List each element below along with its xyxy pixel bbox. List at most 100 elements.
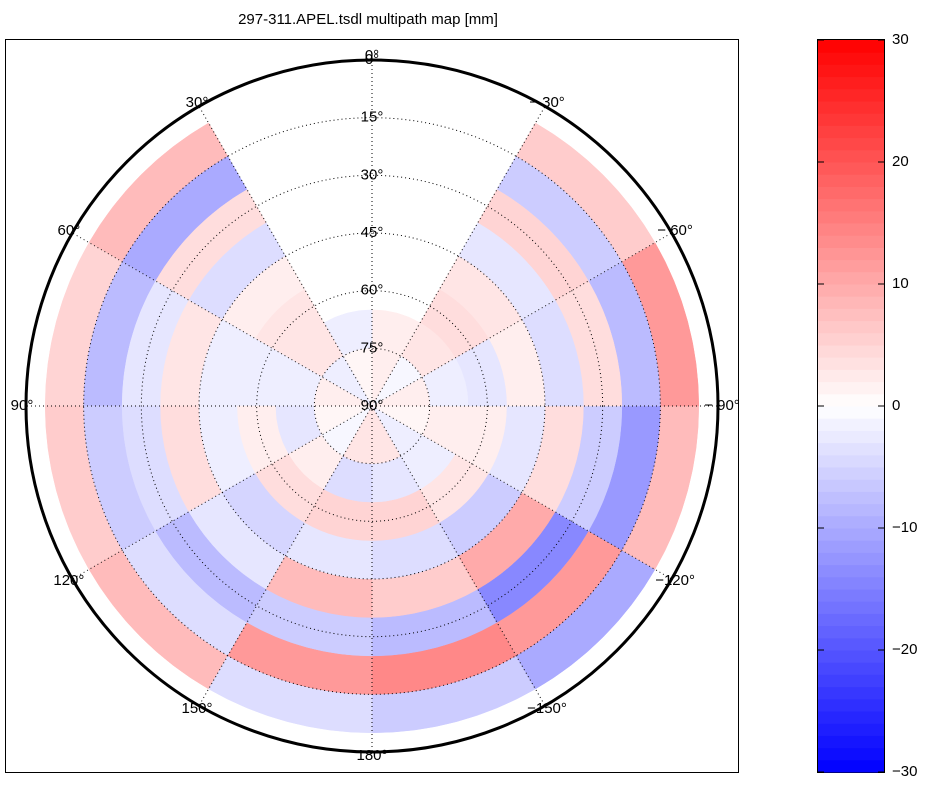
colorbar-swatch — [818, 259, 884, 273]
r-tick-label: 30° — [361, 166, 384, 183]
colorbar-swatch — [818, 601, 884, 614]
colorbar-swatch — [818, 174, 884, 187]
colorbar-swatch — [818, 540, 884, 553]
colorbar-swatch — [818, 101, 884, 114]
grid-spoke — [198, 405, 373, 706]
grid-spoke — [198, 106, 373, 407]
colorbar-swatch — [818, 747, 884, 761]
colorbar-swatch — [818, 613, 884, 627]
outer-circle — [24, 58, 720, 754]
colorbar-swatch — [818, 149, 884, 163]
colorbar-swatch — [818, 393, 884, 407]
heatmap — [44, 122, 700, 734]
colorbar-tick-label: 10 — [892, 275, 909, 292]
colorbar-swatch — [818, 271, 884, 285]
colorbar-swatch — [818, 113, 884, 126]
colorbar-swatch — [818, 454, 884, 468]
theta-tick-label: −150° — [527, 700, 567, 717]
colorbar-swatch — [818, 137, 884, 151]
chart-title: 297-311.APEL.tsdl multipath map [mm] — [238, 11, 498, 28]
colorbar-tick-label: 20 — [892, 153, 909, 170]
colorbar-swatch — [818, 759, 884, 773]
grid-spoke — [371, 405, 546, 706]
r-tick-label: 45° — [361, 224, 384, 241]
colorbar-swatch — [818, 442, 884, 456]
colorbar-swatch — [818, 235, 884, 248]
colorbar-swatch — [818, 369, 884, 383]
theta-tick-label: −120° — [655, 572, 695, 589]
colorbar-tick-label: −30 — [892, 763, 917, 780]
colorbar-swatch — [818, 210, 884, 224]
grid-spoke — [371, 232, 672, 407]
colorbar-swatch — [818, 698, 884, 712]
theta-tick-label: 30° — [186, 94, 209, 111]
grid-spoke — [371, 405, 672, 580]
colorbar-swatch — [818, 662, 884, 675]
colorbar-swatch — [818, 552, 884, 566]
theta-tick-label: − 60° — [657, 222, 693, 239]
theta-tick-label: 180° — [356, 747, 387, 764]
colorbar-swatch — [818, 589, 884, 602]
colorbar-swatch — [818, 284, 884, 297]
grid-spoke — [72, 405, 373, 580]
colorbar-swatch — [818, 320, 884, 334]
theta-tick-label: − 90° — [704, 397, 740, 414]
colorbar-swatch — [818, 418, 884, 431]
theta-tick-label: 120° — [53, 572, 84, 589]
r-tick-label: 75° — [361, 339, 384, 356]
colorbar-swatch — [818, 52, 884, 65]
colorbar-swatch — [818, 125, 884, 139]
r-tick-label: 60° — [361, 282, 384, 299]
grid-circle — [313, 347, 431, 465]
colorbar-swatch — [818, 162, 884, 175]
colorbar-swatch — [818, 332, 884, 346]
colorbar-swatch — [818, 467, 884, 480]
colorbar-swatch — [818, 528, 884, 541]
colorbar-swatch — [818, 650, 884, 663]
colorbar-tick-label: 0 — [892, 397, 900, 414]
colorbar-swatch — [818, 625, 884, 639]
colorbar-swatch — [818, 40, 884, 53]
grid-circle — [256, 290, 488, 522]
theta-tick-label: 150° — [181, 700, 212, 717]
colorbar-swatch — [818, 637, 884, 651]
colorbar-swatch — [818, 491, 884, 505]
colorbar-swatch — [818, 345, 884, 358]
colorbar-swatch — [818, 88, 884, 102]
colorbar-swatch — [818, 198, 884, 212]
colorbar-swatch — [818, 735, 884, 749]
colorbar-swatch — [818, 686, 884, 700]
grid-spoke — [72, 232, 373, 407]
colorbar-swatch — [818, 247, 884, 261]
colorbar-tick-label: 30 — [892, 31, 909, 48]
colorbar-swatch — [818, 711, 884, 724]
theta-tick-label: 0° — [365, 47, 379, 64]
colorbar-swatch — [818, 515, 884, 529]
r-tick-label: 0° — [365, 51, 379, 68]
colorbar-swatch — [818, 381, 884, 395]
colorbar-tick-label: −20 — [892, 641, 917, 658]
colorbar-swatch — [818, 76, 884, 90]
colorbar-swatch — [818, 308, 884, 322]
colorbar-swatch — [818, 723, 884, 736]
colorbar-swatch — [818, 674, 884, 688]
grid-spoke — [371, 106, 546, 407]
colorbar-swatch — [818, 186, 884, 200]
colorbar-tick-label: −10 — [892, 519, 917, 536]
theta-tick-label: − 30° — [529, 94, 565, 111]
theta-tick-label: 90° — [11, 397, 34, 414]
colorbar-swatch — [818, 296, 884, 309]
colorbar-swatch — [818, 430, 884, 444]
colorbar-swatch — [818, 223, 884, 236]
colorbar-swatch — [818, 479, 884, 492]
colorbar-swatch — [818, 576, 884, 590]
colorbar-swatch — [818, 406, 884, 419]
colorbar — [818, 40, 884, 773]
theta-tick-label: 60° — [58, 222, 81, 239]
colorbar-swatch — [818, 357, 884, 370]
grid-circle — [140, 174, 604, 638]
colorbar-swatch — [818, 503, 884, 517]
colorbar-swatch — [818, 64, 884, 78]
colorbar-swatch — [818, 564, 884, 578]
